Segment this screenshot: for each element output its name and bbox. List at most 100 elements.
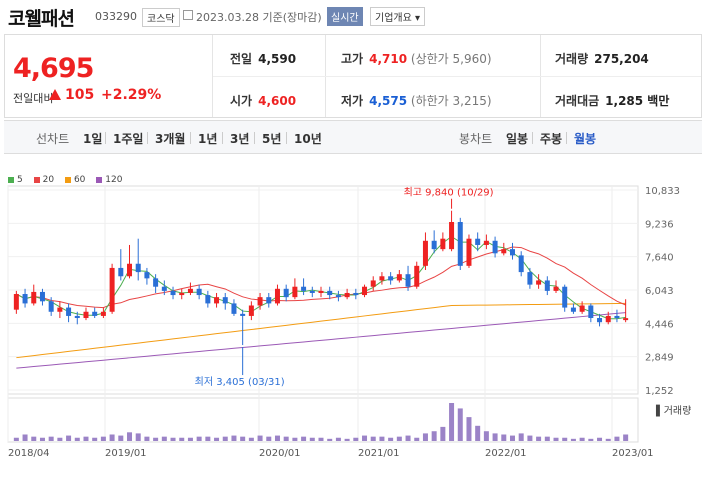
period-1y[interactable]: 1년 <box>198 132 218 146</box>
volume-bar <box>248 437 254 441</box>
candle <box>22 294 28 304</box>
candle <box>353 292 359 296</box>
volume-label: ▌거래량 <box>655 404 691 417</box>
volume-bar <box>135 433 141 441</box>
market-badge: 코스닥 <box>142 8 180 27</box>
volume-bar <box>475 425 481 441</box>
volume-bar <box>466 417 472 441</box>
volume-bar <box>109 434 115 441</box>
volume-bar <box>39 437 45 441</box>
candle <box>553 286 559 291</box>
current-price: 4,695 <box>13 53 94 84</box>
period-3y[interactable]: 3년 <box>230 132 250 146</box>
candle <box>623 318 629 321</box>
candle-daily[interactable]: 일봉 <box>506 132 529 146</box>
stock-name: 코웰패션 <box>8 8 75 30</box>
volume-bar <box>283 436 289 441</box>
volume-bar <box>483 431 489 441</box>
high-annotation: 최고 9,840 (10/29) <box>404 187 494 199</box>
period-1d[interactable]: 1일 <box>83 132 103 146</box>
trade-amount: 거래대금 1,285 백만 <box>555 94 670 108</box>
realtime-button[interactable]: 실시간 <box>327 7 363 26</box>
volume-bar <box>31 436 37 441</box>
candle <box>74 315 80 319</box>
volume-bar <box>22 434 28 441</box>
candle <box>257 297 263 306</box>
candle <box>240 313 246 316</box>
candle <box>579 305 585 312</box>
candle <box>283 288 289 298</box>
volume-bar <box>161 436 167 441</box>
volume-bar <box>214 437 220 441</box>
candle <box>66 307 72 316</box>
volume-bar <box>74 437 80 441</box>
legend-item-60: 60 <box>64 175 85 185</box>
divider <box>532 132 533 144</box>
volume-bar <box>422 433 428 441</box>
divider <box>222 132 223 144</box>
volume-bar <box>301 436 307 441</box>
volume-bar <box>48 436 54 441</box>
y-tick-label: 1,252 <box>645 386 674 397</box>
stock-code: 033290 <box>95 10 137 23</box>
candle <box>614 315 620 319</box>
change-percent: +2.29% <box>101 87 162 103</box>
volume-bar <box>309 437 315 441</box>
volume-bar <box>240 436 246 441</box>
volume-bar <box>196 436 202 441</box>
x-tick-label: 2019/01 <box>105 448 147 459</box>
candle-monthly[interactable]: 월봉 <box>574 132 597 146</box>
volume-bar <box>327 438 333 441</box>
candle <box>292 286 298 298</box>
candle <box>501 249 507 254</box>
volume-bar <box>370 436 376 441</box>
company-info-dropdown[interactable]: 기업개요 ▾ <box>370 7 425 26</box>
volume-bar <box>614 436 620 441</box>
volume-bar <box>13 437 19 441</box>
volume-bar <box>318 437 324 441</box>
candle <box>405 274 411 287</box>
volume-bar <box>405 435 411 441</box>
candle <box>266 297 272 304</box>
candle <box>335 295 341 298</box>
candle <box>248 305 254 316</box>
candle-weekly[interactable]: 주봉 <box>540 132 563 146</box>
candle <box>440 238 446 250</box>
volume-bar <box>431 431 437 441</box>
volume-bar <box>118 435 124 441</box>
period-5y[interactable]: 5년 <box>262 132 282 146</box>
volume: 거래량 275,204 <box>555 52 649 66</box>
volume-bar <box>222 436 228 441</box>
volume-bar <box>127 432 133 441</box>
candle <box>362 286 368 296</box>
volume-bar <box>544 436 550 441</box>
divider <box>566 132 567 144</box>
period-3m[interactable]: 3개월 <box>155 132 186 146</box>
candle <box>179 292 185 296</box>
volume-bar <box>100 436 106 441</box>
volume-bar <box>353 437 359 441</box>
candle <box>13 294 19 310</box>
base-date: 2023.03.28 기준(장마감) <box>196 11 322 24</box>
volume-bar <box>144 436 150 441</box>
volume-bar <box>396 436 402 441</box>
volume-bar <box>527 435 533 441</box>
low-price: 저가 4,575 (하한가 3,215) <box>341 94 492 108</box>
candle <box>231 303 237 314</box>
candle <box>562 286 568 308</box>
divider <box>190 132 191 144</box>
price-summary: 4,695 전일대비 105 +2.29% 전일 4,590 고가 4,710 (상… <box>4 34 702 118</box>
candle <box>570 307 576 312</box>
candle <box>466 238 472 266</box>
candle <box>301 286 307 291</box>
candle <box>492 240 498 254</box>
calendar-icon <box>183 10 193 20</box>
period-10y[interactable]: 10년 <box>294 132 322 146</box>
volume-bar <box>501 434 507 441</box>
change-value: 105 <box>65 87 95 103</box>
divider <box>212 35 213 117</box>
ma5-line <box>16 236 626 320</box>
x-tick-label: 2021/01 <box>358 448 400 459</box>
period-1w[interactable]: 1주일 <box>113 132 144 146</box>
